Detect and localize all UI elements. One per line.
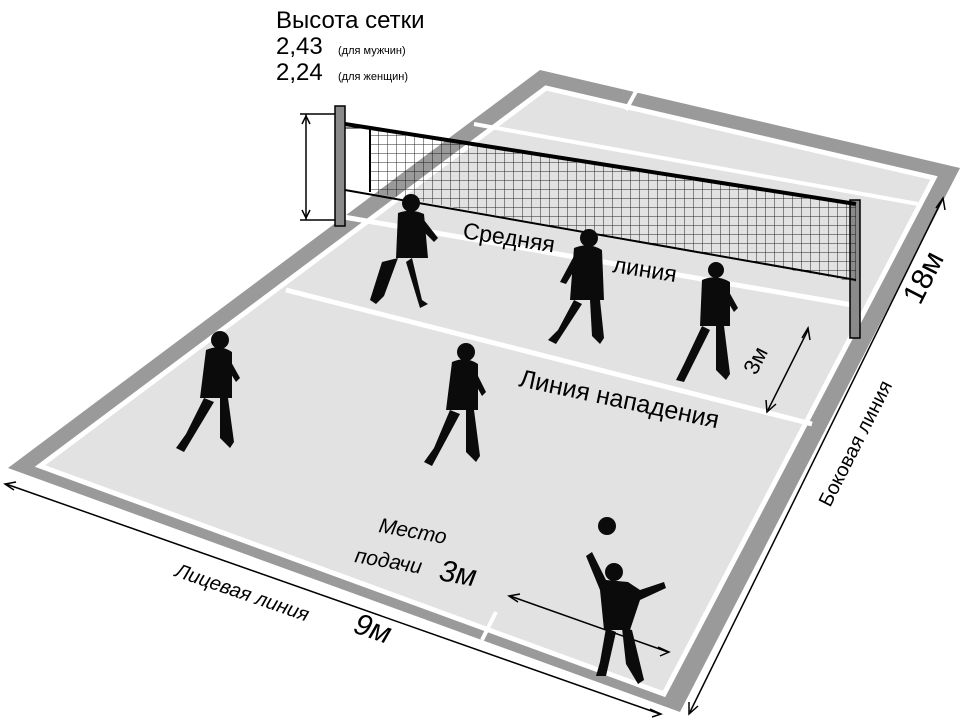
volleyball-ball [598,517,616,535]
player-5 [424,343,486,466]
net-height-men-value: 2,43 [276,33,323,60]
end-line-arrow [3,481,664,718]
net-height-bracket [300,113,335,221]
serve-tick-near [480,611,498,641]
net-height-women-value: 2,24 [276,59,323,86]
serve-zone-width-label: 3м [437,554,479,593]
attack-depth-arrow [765,325,811,414]
player-3 [676,262,738,382]
player-server [586,552,666,684]
far-attack-line [473,122,919,206]
net-height-women-note: (для женщин) [338,71,408,83]
serve-width-arrow [507,593,671,657]
net-height-title: Высота сетки [276,7,425,34]
player-4 [176,331,240,452]
attack-line [285,287,813,427]
net-post-left [334,105,346,227]
serve-tick-far [624,83,642,111]
court-boundary [34,85,938,698]
net-height-men-note: (для мужчин) [338,45,406,57]
side-line-arrow [688,196,946,716]
player-1 [370,194,438,308]
volleyball-net [344,122,857,282]
player-2 [548,229,604,344]
end-line-length-label: 9м [350,607,396,650]
